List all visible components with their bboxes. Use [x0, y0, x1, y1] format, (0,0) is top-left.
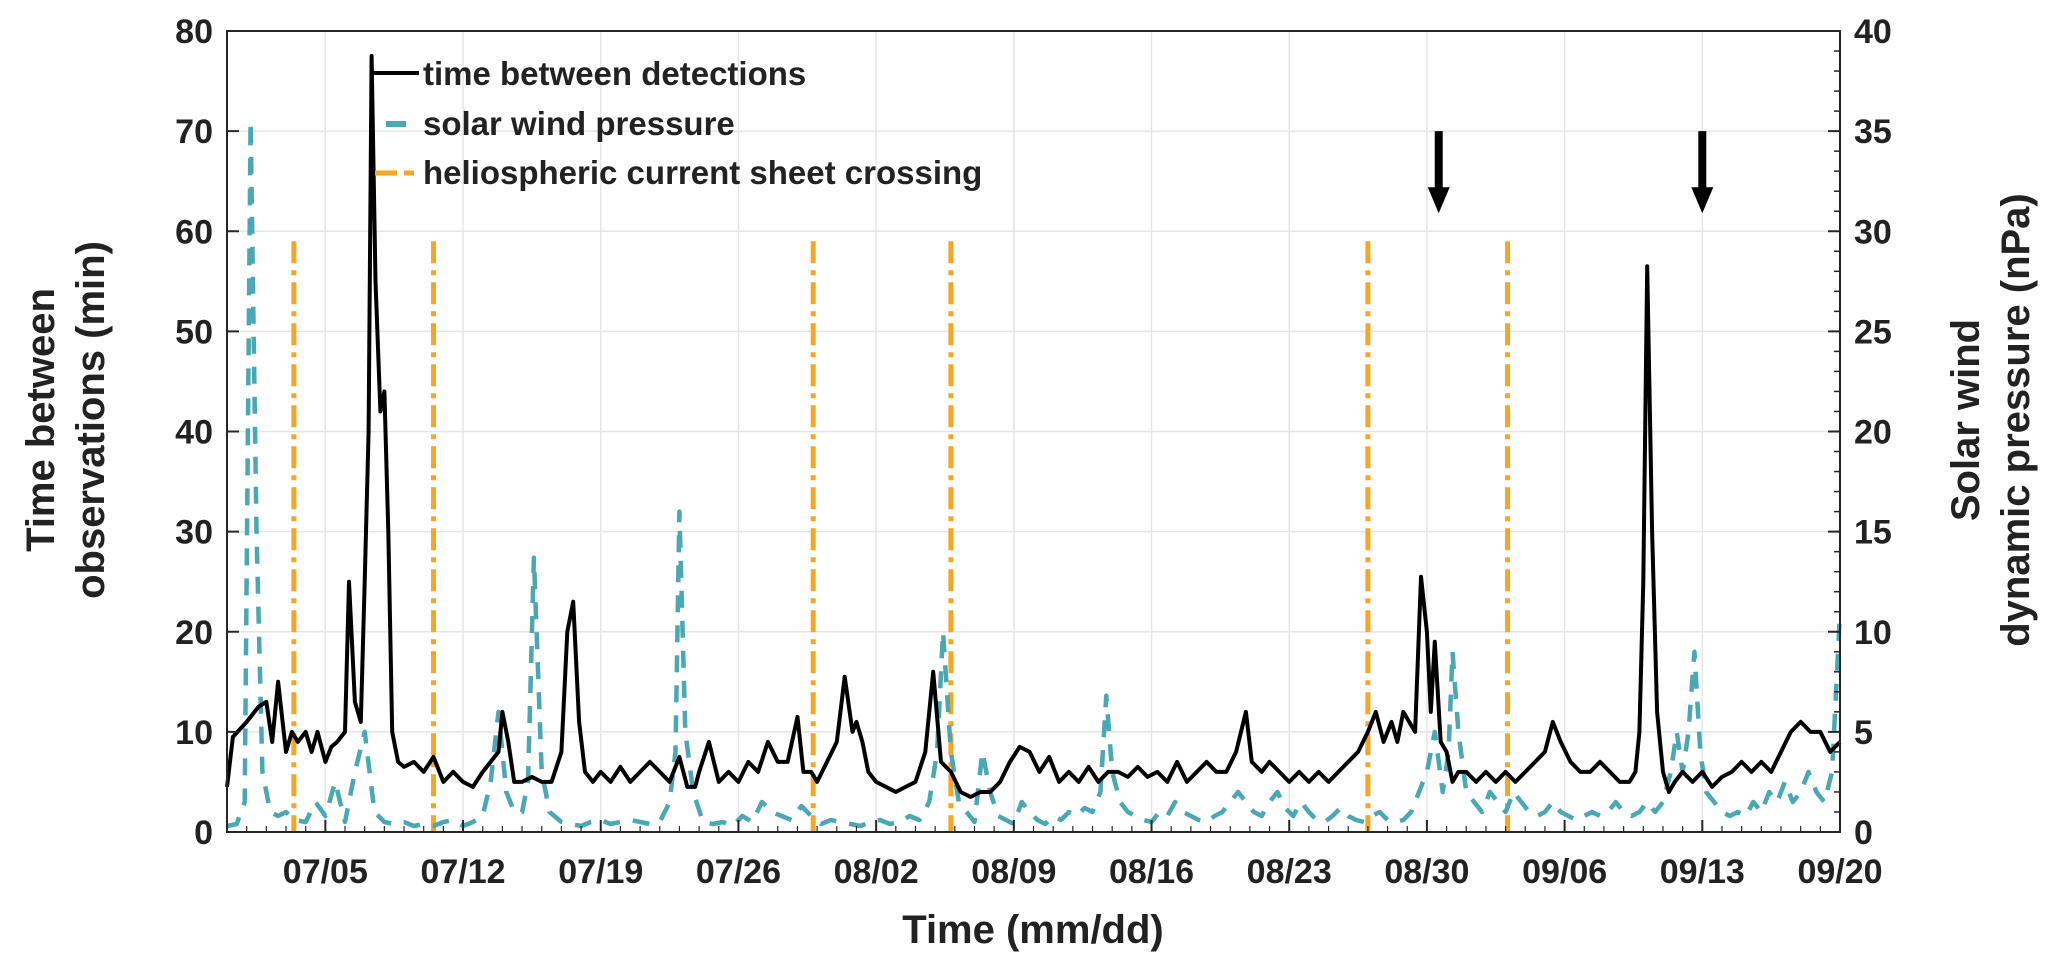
series-line-solar-wind-pressure: [226, 118, 1843, 829]
x-tick-label: 07/05: [283, 853, 368, 891]
x-tick-label: 09/20: [1797, 853, 1882, 891]
x-tick-label: 08/02: [834, 853, 919, 891]
y-tick-label-right: 5: [1854, 714, 1873, 752]
y-tick-label-left: 60: [175, 213, 213, 251]
y-tick-label-right: 40: [1854, 13, 1892, 51]
x-tick-label: 09/13: [1660, 853, 1745, 891]
y-axis-title-right-line-2: dynamic pressure (nPa): [1994, 193, 2038, 647]
y-tick-label-right: 10: [1854, 614, 1892, 652]
y-axis-title-left-line-1: Time between: [19, 288, 63, 552]
y-tick-label-left: 40: [175, 414, 213, 452]
arrow-head: [1691, 187, 1714, 214]
y-tick-label-left: 10: [175, 714, 213, 752]
y-axis-title-right-line-1: Solar wind: [1944, 319, 1988, 521]
grid: [227, 31, 1840, 832]
x-tick-label: 07/26: [696, 853, 781, 891]
y-tick-label-right: 35: [1854, 113, 1892, 151]
axes: 0 10 20 30 40 50 60 70 80 0 5 10 15 20 25 30 35 40 07/05 07…: [175, 13, 1892, 891]
y-tick-label-right: 25: [1854, 313, 1892, 351]
x-tick-label: 08/30: [1384, 853, 1469, 891]
arrow-head: [1427, 187, 1450, 214]
legend-label-detections: time between detections: [423, 55, 806, 92]
y-tick-label-left: 70: [175, 113, 213, 151]
y-tick-label-right: 0: [1854, 814, 1873, 852]
arrow-annotation: [1691, 131, 1714, 214]
x-tick-label: 07/19: [558, 853, 643, 891]
y-tick-label-left: 20: [175, 614, 213, 652]
y-tick-label-right: 15: [1854, 514, 1892, 552]
y-tick-label-left: 30: [175, 514, 213, 552]
series-line-time-between-detections: [225, 54, 1842, 799]
x-axis-title: Time (mm/dd): [902, 908, 1164, 952]
x-tick-label: 09/06: [1522, 853, 1607, 891]
y-tick-label-right: 30: [1854, 213, 1892, 251]
x-tick-label: 07/12: [421, 853, 506, 891]
y-tick-label-left: 0: [194, 814, 213, 852]
legend: time between detections solar wind press…: [373, 55, 982, 191]
legend-label-hcs: heliospheric current sheet crossing: [423, 154, 982, 191]
x-tick-label: 08/16: [1109, 853, 1194, 891]
series: [225, 54, 1843, 829]
x-tick-label: 08/09: [971, 853, 1056, 891]
y-tick-label-right: 20: [1854, 414, 1892, 452]
arrow-annotation: [1427, 131, 1450, 214]
legend-label-pressure: solar wind pressure: [423, 105, 735, 142]
y-tick-label-left: 50: [175, 313, 213, 351]
annotations: [1427, 131, 1714, 214]
y-tick-label-left: 80: [175, 13, 213, 51]
y-axis-title-left-line-2: observations (min): [69, 241, 113, 599]
x-tick-label: 08/23: [1247, 853, 1332, 891]
